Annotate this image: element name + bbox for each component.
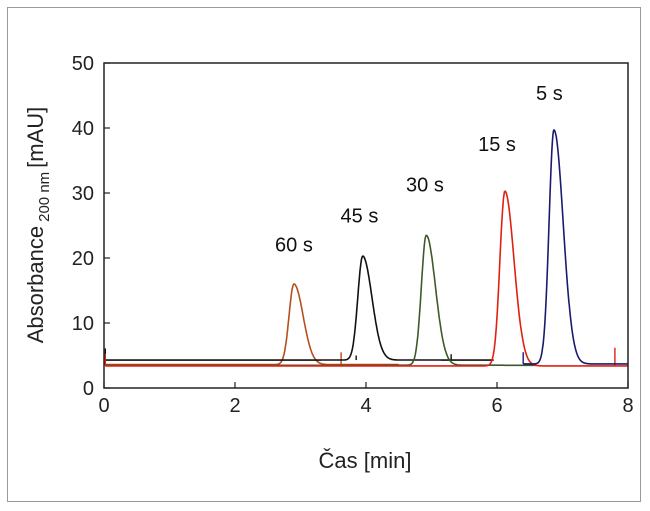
peak-annotation: 60 s bbox=[275, 235, 313, 257]
x-tick-label: 6 bbox=[491, 395, 502, 417]
peak-annotation: 45 s bbox=[341, 205, 379, 227]
x-tick-label: 0 bbox=[98, 395, 109, 417]
y-axis-label-sub: 200 nm bbox=[36, 172, 53, 222]
peak-annotation: 30 s bbox=[406, 175, 444, 197]
x-axis-label: Čas [min] bbox=[319, 448, 412, 473]
series-line-45s bbox=[105, 255, 494, 361]
plot-area: 60 s 45 s 30 s 15 s 5 s bbox=[104, 83, 628, 367]
y-tick-label: 10 bbox=[72, 313, 94, 335]
x-tick-label: 2 bbox=[229, 395, 240, 417]
y-tick-label: 40 bbox=[72, 118, 94, 140]
x-tick-label: 4 bbox=[360, 395, 371, 417]
series-line-30s bbox=[105, 234, 537, 367]
y-tick-label: 50 bbox=[72, 53, 94, 75]
labels: Čas [min] Absorbance 200 nm [mAU] bbox=[23, 107, 411, 473]
x-tick-label: 8 bbox=[622, 395, 633, 417]
y-tick-label: 0 bbox=[83, 378, 94, 400]
peak-annotation: 15 s bbox=[478, 134, 516, 156]
axes: 0 2 4 6 8 0 10 20 30 40 50 bbox=[72, 53, 634, 417]
y-axis-label-main: Absorbance bbox=[23, 226, 48, 343]
y-axis-label-unit: [mAU] bbox=[23, 107, 48, 168]
y-tick-label: 20 bbox=[72, 248, 94, 270]
y-axis-label: Absorbance 200 nm [mAU] bbox=[23, 107, 53, 344]
chart-frame bbox=[7, 7, 641, 502]
y-tick-label: 30 bbox=[72, 183, 94, 205]
peak-annotation: 5 s bbox=[536, 83, 563, 105]
series-line-15s bbox=[105, 190, 628, 367]
series-line-5s bbox=[523, 129, 628, 365]
